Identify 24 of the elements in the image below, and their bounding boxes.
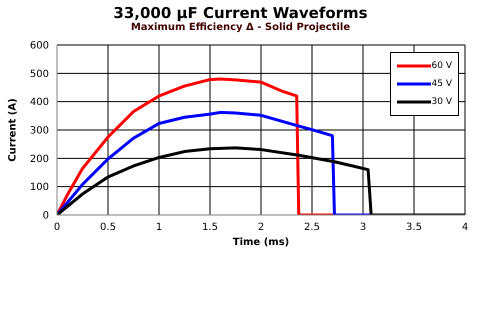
chart-title: 33,000 µF Current Waveforms (112, 4, 369, 22)
x-tick-label: 0.5 (100, 222, 116, 234)
y-tick-label: 100 (30, 182, 49, 194)
line-series (57, 78, 336, 215)
x-tick-label: 1 (156, 222, 162, 234)
x-tick-label: 2.5 (304, 222, 320, 234)
y-tick-label: 400 (30, 97, 49, 108)
x-tick-label: 4 (462, 222, 468, 234)
x-tick-label: 1.5 (202, 222, 218, 234)
y-tick-label: 300 (30, 126, 49, 137)
x-tick-label: 0 (54, 222, 60, 234)
y-tick-label: 600 (30, 40, 49, 52)
chart-subtitle: Maximum Efficiency Δ - Solid Projectile (130, 22, 352, 33)
y-tick-label: 200 (30, 154, 49, 165)
y-tick-label: 500 (30, 68, 49, 80)
y-tick-label: 0 (42, 210, 49, 222)
y-axis-title: Current (A) (8, 98, 19, 162)
x-axis-title: Time (ms) (232, 237, 290, 248)
legend-label: 30 V (432, 97, 452, 107)
x-tick-label: 3 (360, 222, 366, 234)
legend-label: 45 V (432, 79, 452, 89)
x-tick-label: 2 (258, 222, 264, 234)
x-tick-label: 3.5 (406, 222, 422, 234)
legend-label: 60 V (432, 61, 452, 71)
